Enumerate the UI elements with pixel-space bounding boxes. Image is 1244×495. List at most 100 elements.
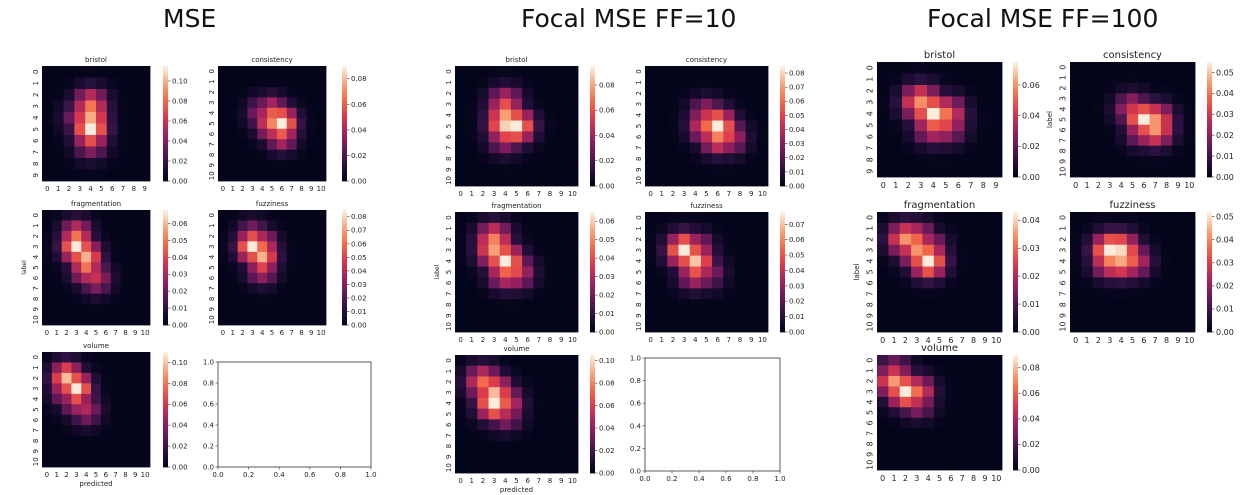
- heatmap-cell: [42, 362, 53, 374]
- colorbar-segment: [163, 77, 168, 81]
- colorbar-segment: [1013, 224, 1018, 228]
- colorbar-segment: [590, 440, 595, 444]
- heatmap-cell: [488, 266, 501, 278]
- heatmap-cell: [106, 146, 118, 159]
- heatmap-cell: [52, 123, 64, 136]
- heatmap-cell: [700, 175, 713, 187]
- colorbar-tick-label: 0.06: [172, 220, 188, 228]
- heatmap-cell: [667, 164, 679, 176]
- colorbar-segment: [342, 155, 347, 159]
- heatmap-cell: [888, 407, 901, 419]
- heatmap-cell: [267, 272, 278, 284]
- y-axis-label: label: [434, 264, 441, 279]
- heatmap-cell: [533, 299, 545, 311]
- heatmap-cell: [316, 149, 327, 161]
- colorbar-segment: [1013, 398, 1018, 402]
- heatmap-cell: [247, 128, 258, 140]
- colorbar-segment: [780, 159, 785, 163]
- colorbar-segment: [590, 387, 595, 391]
- heatmap-cell: [667, 66, 679, 78]
- x-tick-label: 5: [704, 336, 708, 344]
- colorbar-tick-label: 0.02: [1216, 282, 1234, 291]
- heatmap-cell: [120, 283, 131, 295]
- heatmap-cell: [956, 365, 969, 377]
- heatmap-cell: [267, 210, 278, 221]
- heatmap-cell: [227, 128, 239, 140]
- heatmap-cell: [247, 314, 258, 326]
- y-tick-label: 4: [445, 258, 453, 263]
- heatmap-cell: [306, 66, 317, 77]
- colorbar-segment: [590, 120, 595, 124]
- heatmap-cell: [499, 98, 512, 111]
- heatmap-cell: [1138, 62, 1150, 73]
- heatmap-cell: [499, 142, 512, 154]
- heatmap-cell: [977, 62, 990, 74]
- colorbar-segment: [1207, 215, 1212, 219]
- colorbar-segment: [163, 244, 168, 248]
- heatmap-cell: [466, 419, 478, 431]
- heatmap-cell: [455, 98, 467, 111]
- colorbar-segment: [780, 108, 785, 112]
- heatmap-cell: [990, 299, 1003, 311]
- heatmap-cell: [499, 397, 512, 410]
- heatmap-cell: [477, 266, 489, 278]
- colorbar-segment: [1207, 290, 1212, 294]
- heatmap-cell: [1104, 277, 1116, 289]
- heatmap-cell: [466, 109, 478, 121]
- heatmap-cell: [63, 169, 75, 182]
- heatmap-cell: [237, 66, 248, 77]
- heatmap-cell: [120, 293, 131, 305]
- heatmap-cell: [1092, 277, 1105, 289]
- x-tick-label: 10: [568, 190, 577, 198]
- heatmap-cell: [1149, 212, 1162, 224]
- heatmap-cell: [63, 112, 75, 124]
- colorbar-segment: [163, 169, 168, 173]
- heatmap-cell: [745, 255, 758, 267]
- heatmap-cell: [276, 128, 288, 140]
- colorbar-segment: [1207, 76, 1212, 80]
- heatmap-cell: [533, 98, 545, 111]
- heatmap-cell: [939, 131, 953, 143]
- heatmap-cell: [1092, 114, 1105, 126]
- heatmap-cell: [967, 355, 980, 366]
- heatmap-cell: [81, 210, 92, 221]
- heatmap-cell: [316, 220, 327, 232]
- y-tick-label: 3: [445, 248, 453, 252]
- x-tick-label: 4: [931, 181, 936, 190]
- heatmap-cell: [922, 277, 935, 289]
- heatmap-cell: [899, 449, 912, 460]
- heatmap-cell: [645, 299, 657, 311]
- colorbar-segment: [590, 233, 595, 237]
- heatmap-cell: [967, 321, 980, 333]
- heatmap-cell: [110, 383, 121, 395]
- colorbar-segment: [590, 323, 595, 327]
- colorbar-segment: [1013, 452, 1018, 457]
- colorbar-segment: [1013, 287, 1018, 291]
- heatmap-cell: [566, 397, 579, 410]
- heatmap-cell: [911, 355, 923, 366]
- heatmap-cell: [455, 233, 467, 246]
- heatmap-cell: [71, 262, 82, 274]
- heatmap-cell: [455, 109, 467, 121]
- x-tick-label: 0.4: [693, 475, 705, 483]
- heatmap-cell: [71, 435, 82, 447]
- heatmap-cell: [1160, 166, 1173, 178]
- colorbar-segment: [163, 400, 168, 405]
- colorbar-segment: [1207, 131, 1212, 135]
- heatmap-cell: [237, 304, 248, 315]
- heatmap-cell: [656, 310, 668, 322]
- heatmap-cell: [71, 272, 82, 284]
- heatmap-cell: [922, 266, 935, 278]
- heatmap-cell: [945, 255, 957, 267]
- y-tick-label: 9: [866, 313, 875, 318]
- heatmap-cell: [247, 97, 258, 109]
- heatmap-cell: [466, 164, 478, 176]
- heatmap-cell: [1092, 310, 1105, 322]
- heatmap-cell: [63, 146, 75, 159]
- heatmap-cell: [477, 321, 489, 333]
- heatmap-cell: [745, 164, 758, 176]
- heatmap-cell: [1126, 222, 1139, 235]
- heatmap-cell: [42, 100, 54, 113]
- heatmap-cell: [71, 404, 82, 416]
- colorbar-segment: [1013, 317, 1018, 321]
